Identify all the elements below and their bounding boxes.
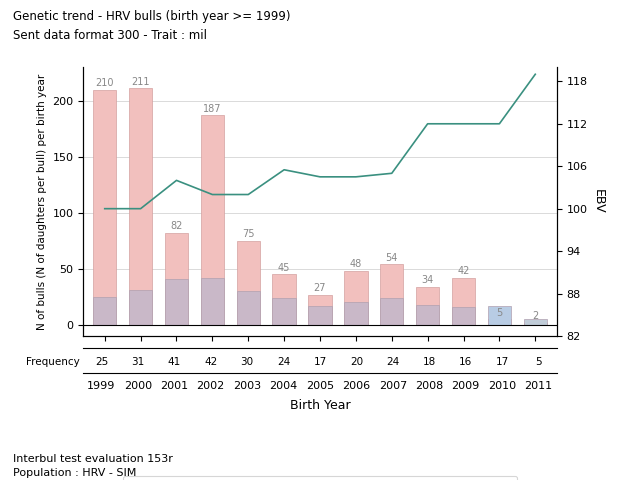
Text: 210: 210 <box>95 78 114 88</box>
Text: Frequency: Frequency <box>26 358 80 367</box>
Text: 2011: 2011 <box>525 382 553 391</box>
Text: 2005: 2005 <box>306 382 334 391</box>
Text: 2008: 2008 <box>415 382 444 391</box>
Bar <box>129 290 152 325</box>
Bar <box>308 306 332 325</box>
Bar <box>93 297 116 325</box>
Text: 2009: 2009 <box>452 382 480 391</box>
Text: 54: 54 <box>385 252 398 263</box>
Text: 1999: 1999 <box>87 382 116 391</box>
Bar <box>488 306 511 325</box>
Text: 16: 16 <box>459 358 472 367</box>
Text: 42: 42 <box>458 266 470 276</box>
Text: 2002: 2002 <box>196 382 225 391</box>
Text: 187: 187 <box>203 104 221 114</box>
Text: 24: 24 <box>386 358 399 367</box>
Text: 82: 82 <box>170 221 182 231</box>
Text: 20: 20 <box>350 358 363 367</box>
Text: 2004: 2004 <box>269 382 298 391</box>
Bar <box>273 275 296 325</box>
Text: 211: 211 <box>131 77 150 87</box>
Text: 41: 41 <box>168 358 181 367</box>
Bar <box>416 287 439 325</box>
Text: 17: 17 <box>495 358 509 367</box>
Text: 25: 25 <box>95 358 108 367</box>
Bar <box>344 271 367 325</box>
Text: 17: 17 <box>314 358 326 367</box>
Bar <box>201 115 224 325</box>
Bar <box>129 88 152 325</box>
Text: 34: 34 <box>422 275 434 285</box>
Bar <box>380 298 403 325</box>
Text: 2006: 2006 <box>342 382 371 391</box>
Bar <box>308 295 332 325</box>
Text: 30: 30 <box>241 358 253 367</box>
Bar <box>237 241 260 325</box>
Text: 24: 24 <box>277 358 290 367</box>
Text: 2001: 2001 <box>160 382 188 391</box>
Y-axis label: EBV: EBV <box>591 189 604 214</box>
Bar <box>416 305 439 325</box>
Text: 5: 5 <box>535 358 542 367</box>
Text: 2010: 2010 <box>488 382 516 391</box>
Text: 2000: 2000 <box>124 382 152 391</box>
Bar <box>344 302 367 325</box>
Bar <box>524 319 547 325</box>
Text: 48: 48 <box>349 259 362 269</box>
Text: 31: 31 <box>131 358 145 367</box>
Bar <box>165 233 188 325</box>
Text: 2: 2 <box>532 311 538 321</box>
Text: Genetic trend - HRV bulls (birth year >= 1999): Genetic trend - HRV bulls (birth year >=… <box>13 10 291 23</box>
Bar <box>380 264 403 325</box>
Bar <box>273 298 296 325</box>
Legend: No. of bulls, No. of daughters per bull, Genetic trend: No. of bulls, No. of daughters per bull,… <box>123 476 517 480</box>
Bar <box>452 278 475 325</box>
Text: 27: 27 <box>314 283 326 293</box>
Text: Interbul test evaluation 153r: Interbul test evaluation 153r <box>13 454 173 464</box>
Text: 5: 5 <box>496 308 502 318</box>
Text: Population : HRV - SIM: Population : HRV - SIM <box>13 468 136 478</box>
Bar <box>93 90 116 325</box>
Text: 45: 45 <box>278 263 291 273</box>
Bar <box>488 319 511 325</box>
Bar <box>524 323 547 325</box>
Text: 42: 42 <box>204 358 218 367</box>
Y-axis label: N of bulls (N of daughters per bull) per birth year: N of bulls (N of daughters per bull) per… <box>36 73 47 330</box>
Bar <box>201 278 224 325</box>
Text: 18: 18 <box>422 358 436 367</box>
Bar <box>452 307 475 325</box>
Text: 2007: 2007 <box>379 382 407 391</box>
Text: 75: 75 <box>242 229 255 239</box>
Bar <box>165 279 188 325</box>
Bar <box>237 291 260 325</box>
Text: 2003: 2003 <box>233 382 261 391</box>
Text: Birth Year: Birth Year <box>290 399 350 412</box>
Text: Sent data format 300 - Trait : mil: Sent data format 300 - Trait : mil <box>13 29 207 42</box>
